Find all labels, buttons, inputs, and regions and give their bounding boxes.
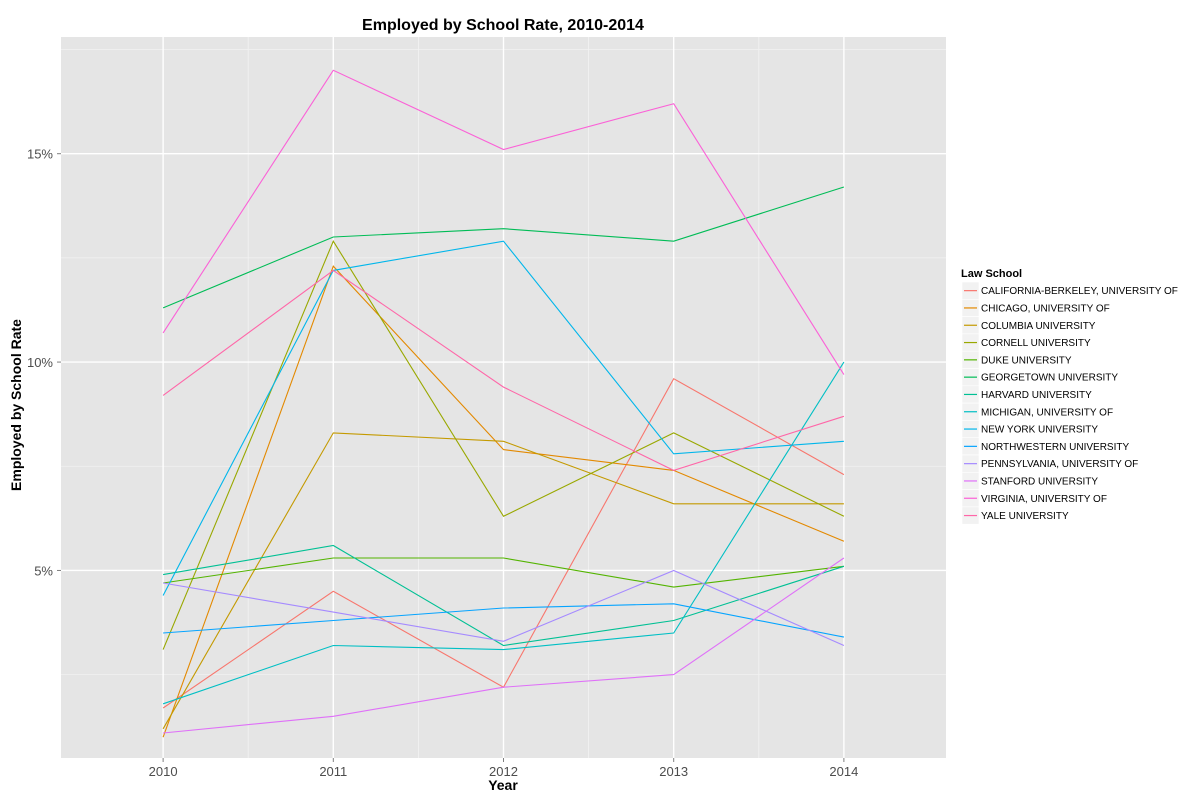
series-line-8 [162, 361, 845, 705]
x-tick-label: 2011 [319, 764, 347, 779]
legend: Law School CALIFORNIA-BERKELEY, UNIVERSI… [961, 268, 1178, 525]
series-line-14 [162, 269, 845, 471]
legend-label: YALE UNIVERSITY [981, 511, 1069, 522]
series-lines [162, 69, 845, 738]
series-line-5 [163, 557, 844, 588]
x-axis-title: Year [488, 777, 518, 793]
legend-label: GEORGETOWN UNIVERSITY [981, 373, 1118, 384]
series-line-6 [162, 186, 845, 309]
x-tick-label: 2010 [149, 764, 178, 779]
series-line-9 [162, 240, 844, 596]
legend-title: Law School [961, 268, 1022, 280]
series-line-7 [163, 544, 845, 647]
legend-items: CALIFORNIA-BERKELEY, UNIVERSITY OF CHICAG… [961, 281, 1178, 525]
x-tick-label: 2013 [659, 764, 688, 779]
legend-label: COLUMBIA UNIVERSITY [981, 321, 1096, 332]
x-axis-ticks: 2010 2011 2012 2013 2014 [149, 758, 858, 779]
y-axis-title: Employed by School Rate [8, 319, 24, 491]
series-line-2 [162, 265, 845, 738]
x-tick-label: 2012 [489, 764, 518, 779]
legend-label: DUKE UNIVERSITY [981, 355, 1072, 366]
series-line-11 [163, 569, 845, 647]
y-tick-label: 5% [34, 563, 53, 578]
legend-label: CALIFORNIA-BERKELEY, UNIVERSITY OF [981, 286, 1178, 297]
legend-label: HARVARD UNIVERSITY [981, 390, 1092, 401]
legend-label: NEW YORK UNIVERSITY [981, 425, 1098, 436]
y-axis-ticks: 5% 10% 15% [27, 147, 61, 578]
series-line-4 [162, 239, 845, 650]
y-tick-label: 10% [27, 355, 53, 370]
legend-label: STANFORD UNIVERSITY [981, 476, 1098, 487]
legend-label: NORTHWESTERN UNIVERSITY [981, 442, 1129, 453]
legend-label: MICHIGAN, UNIVERSITY OF [981, 407, 1113, 418]
grid-lines [61, 37, 946, 758]
y-tick-label: 15% [27, 147, 53, 162]
legend-label: PENNSYLVANIA, UNIVERSITY OF [981, 459, 1138, 470]
series-line-13 [162, 69, 845, 375]
chart-title: Employed by School Rate, 2010-2014 [362, 17, 644, 34]
legend-label: VIRGINIA, UNIVERSITY OF [981, 494, 1107, 505]
series-line-12 [163, 557, 845, 734]
series-line-10 [163, 603, 845, 638]
legend-label: CORNELL UNIVERSITY [981, 338, 1091, 349]
series-line-3 [162, 432, 844, 730]
legend-label: CHICAGO, UNIVERSITY OF [981, 303, 1110, 314]
x-tick-label: 2014 [829, 764, 858, 779]
